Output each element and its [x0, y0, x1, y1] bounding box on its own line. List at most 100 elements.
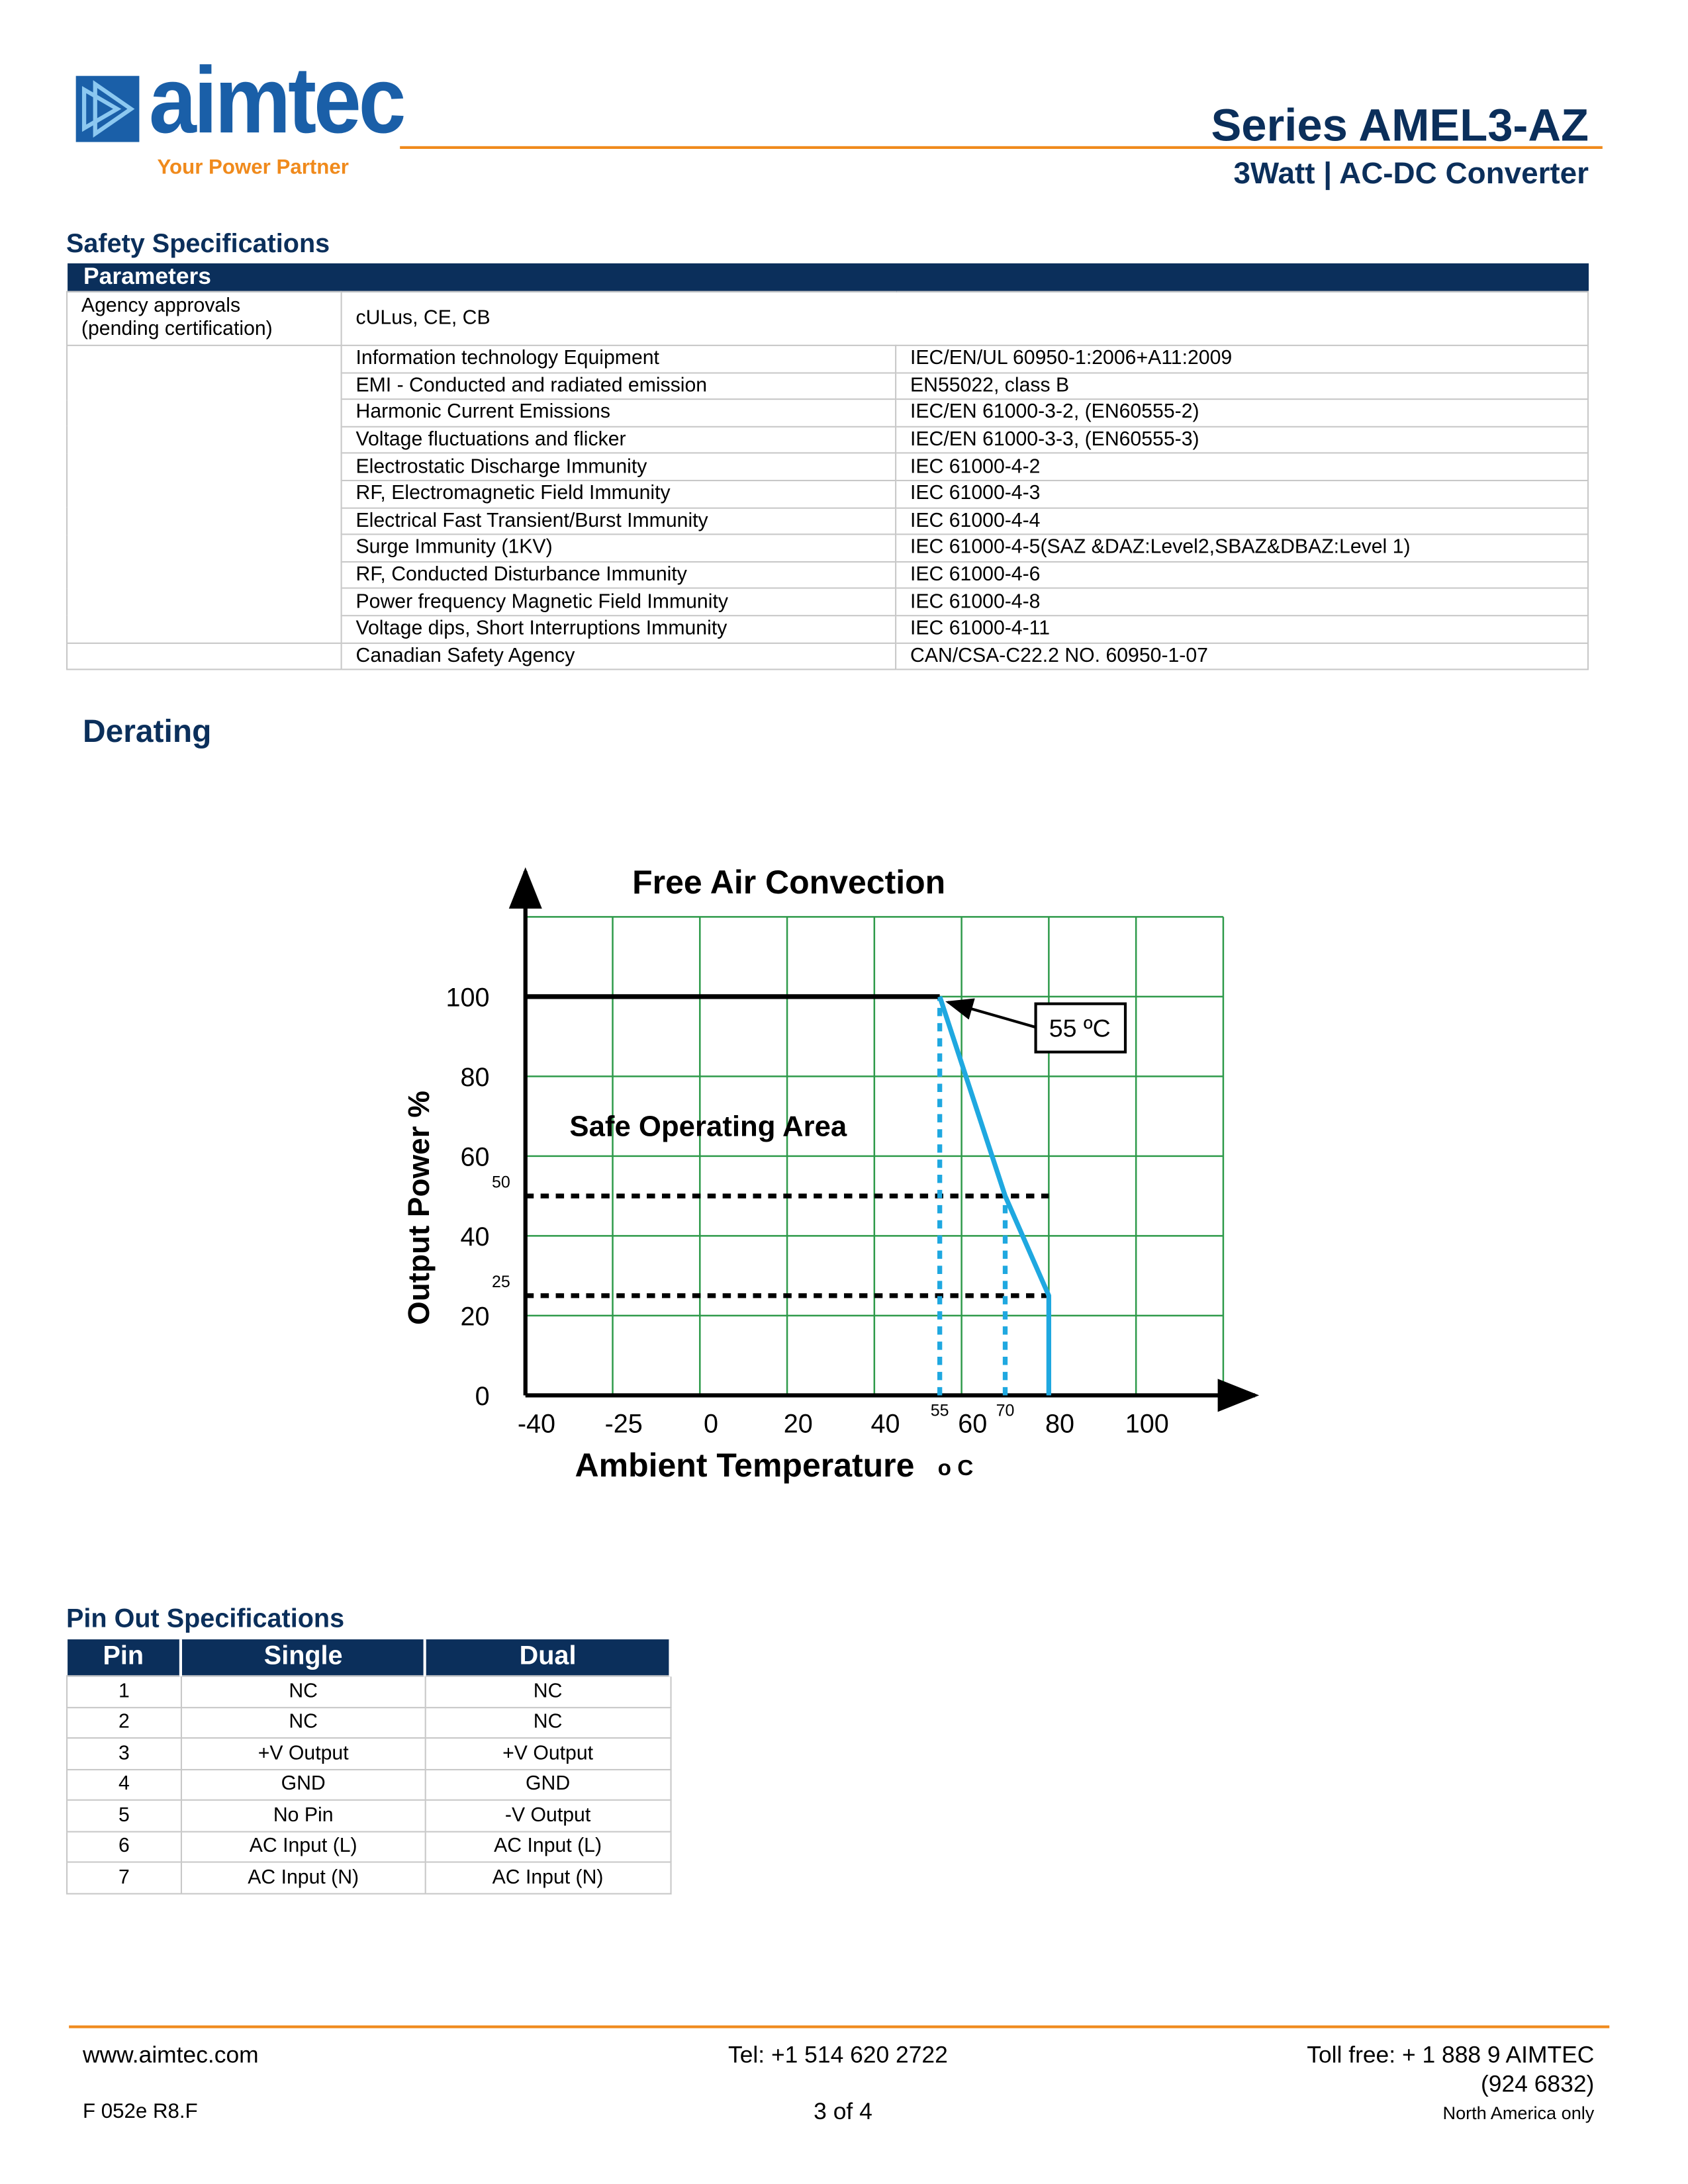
cell: CAN/CSA-C22.2 NO. 60950-1-07	[895, 641, 1589, 670]
footer-website: www.aimtec.com	[82, 2042, 259, 2068]
cell: AC Input (N)	[424, 1861, 671, 1894]
cell: 6	[66, 1830, 182, 1863]
row: Voltage dips, Short Interruptions Immuni…	[67, 615, 1589, 643]
row: Canadian Safety Agency CAN/CSA-C22.2 NO. …	[66, 641, 1589, 670]
row: 4 GND GND	[66, 1768, 671, 1801]
chart-title: Free Air Convection	[632, 864, 945, 901]
data-line	[937, 995, 1052, 1396]
cell: IEC 61000-4-8	[895, 588, 1589, 617]
row: 7 AC Input (N) AC Input (N)	[66, 1861, 671, 1894]
reference-label: 25	[492, 1273, 510, 1291]
reference-label: 70	[996, 1402, 1015, 1420]
row: Electrical Fast Transient/Burst Immunity…	[67, 506, 1589, 535]
cell: -V Output	[424, 1799, 671, 1832]
footer-code: F 052e R8.F	[82, 2099, 198, 2124]
row: Voltage fluctuations and flicker IEC/EN 6…	[67, 426, 1589, 455]
y-tick-label: 0	[475, 1382, 490, 1411]
cell: +V Output	[180, 1737, 426, 1770]
section-title: Pin Out Specifications	[66, 1604, 345, 1634]
cell: Electrostatic Discharge Immunity	[340, 453, 897, 481]
cell: IEC/EN 61000-3-2, (EN60555-2)	[895, 398, 1589, 428]
cell: Voltage dips, Short Interruptions Immuni…	[340, 615, 897, 643]
x-axis-unit: o C	[938, 1456, 974, 1480]
x-tick-label: 60	[958, 1410, 987, 1439]
pinout-table: Pin Single Dual 1 NC NC 2 NC NC 3 +V Output +V Outp…	[66, 1639, 672, 1894]
cell: Information technology Equipment	[340, 344, 897, 373]
cell: 1	[66, 1675, 182, 1708]
cell: IEC 61000-4-2	[895, 453, 1589, 481]
logo-icon	[75, 75, 140, 142]
cell: EN55022, class B	[895, 371, 1589, 400]
cell: Canadian Safety Agency	[340, 641, 897, 670]
footer-tollfree: Toll free: + 1 888 9 AIMTEC	[1307, 2042, 1595, 2068]
cell: +V Output	[424, 1737, 671, 1770]
derating-chart: 0 20 40 60 80 100 -40 -25 0 20 40 60 80 100 50 25 55 70 Fr…	[402, 864, 1260, 1484]
cell: 5	[66, 1799, 182, 1832]
series-subtitle: 3Watt | AC-DC Converter	[1233, 156, 1589, 191]
cell	[66, 344, 342, 643]
y-tick-label: 60	[461, 1142, 490, 1171]
header-row: Pin Single Dual	[67, 1639, 672, 1676]
row: 5 No Pin -V Output	[66, 1799, 671, 1832]
cell: AC Input (L)	[180, 1830, 426, 1863]
row: Agency approvals (pending certification)…	[66, 291, 1589, 346]
y-tick-label: 80	[461, 1063, 490, 1092]
logo-text: aimtec	[148, 49, 406, 154]
cell: RF, Electromagnetic Field Immunity	[340, 479, 897, 508]
column-header: Pin	[67, 1639, 183, 1676]
row: 2 NC NC	[66, 1706, 671, 1739]
cell: 4	[66, 1768, 182, 1801]
footer-rule	[69, 2025, 1610, 2028]
cell: Agency approvals (pending certification)	[66, 291, 342, 346]
y-tick-label: 40	[461, 1222, 490, 1251]
column-header: Single	[181, 1639, 427, 1676]
table-header: Parameters	[67, 263, 1588, 292]
footer-tollfree2: (924 6832)	[1481, 2071, 1595, 2097]
cell: GND	[424, 1768, 671, 1801]
x-tick-label: -25	[605, 1410, 643, 1439]
cell: Voltage fluctuations and flicker	[340, 426, 897, 455]
annotation-arrow	[945, 998, 1037, 1029]
cell: IEC 61000-4-4	[895, 506, 1589, 535]
header-row: Parameters	[67, 263, 1588, 292]
header-rule	[400, 146, 1603, 149]
cell: Harmonic Current Emissions	[340, 398, 897, 428]
y-tick-label: 20	[461, 1302, 490, 1331]
footer-region: North America only	[1442, 2103, 1595, 2124]
cell: Surge Immunity (1KV)	[340, 533, 897, 563]
x-axis-label: Ambient Temperature	[575, 1447, 915, 1484]
row: RF, Conducted Disturbance Immunity IEC 61…	[67, 561, 1589, 590]
reference-label: 55	[931, 1402, 949, 1420]
reference-label: 50	[492, 1173, 510, 1192]
cell: NC	[180, 1706, 426, 1739]
y-tick-label: 100	[446, 983, 490, 1012]
cell: NC	[424, 1706, 671, 1739]
section-title: Derating	[82, 713, 212, 749]
cell: IEC 61000-4-3	[895, 479, 1589, 508]
row: Surge Immunity (1KV) IEC 61000-4-5(SAZ &D…	[67, 533, 1589, 563]
cell: NC	[180, 1675, 426, 1708]
cell: Power frequency Magnetic Field Immunity	[340, 588, 897, 617]
cell: 3	[66, 1737, 182, 1770]
x-tick-label: 100	[1125, 1410, 1169, 1439]
cell: RF, Conducted Disturbance Immunity	[340, 561, 897, 590]
annotation: 55 ºC	[1049, 1015, 1111, 1042]
row: 3 +V Output +V Output	[66, 1737, 671, 1770]
annotation: Safe Operating Area	[569, 1111, 847, 1143]
cell: Electrical Fast Transient/Burst Immunity	[340, 506, 897, 535]
column-header: Dual	[425, 1639, 672, 1676]
row: Power frequency Magnetic Field Immunity I…	[67, 588, 1589, 617]
cell: NC	[424, 1675, 671, 1708]
cell: 7	[66, 1861, 182, 1894]
row: EMI - Conducted and radiated emission EN5…	[67, 371, 1589, 400]
series-title: Series AMEL3-AZ	[1211, 99, 1589, 151]
cell	[66, 641, 342, 670]
row: 6 AC Input (L) AC Input (L)	[66, 1830, 671, 1863]
row: 1 NC NC	[66, 1675, 671, 1708]
row: Electrostatic Discharge Immunity IEC 6100…	[67, 453, 1589, 481]
cell: No Pin	[180, 1799, 426, 1832]
x-tick-label: 40	[870, 1410, 900, 1439]
cell: IEC 61000-4-11	[895, 615, 1589, 643]
cell: cULus, CE, CB	[340, 291, 1589, 346]
cell: IEC 61000-4-5(SAZ &DAZ:Level2,SBAZ&DBAZ:…	[895, 533, 1589, 563]
